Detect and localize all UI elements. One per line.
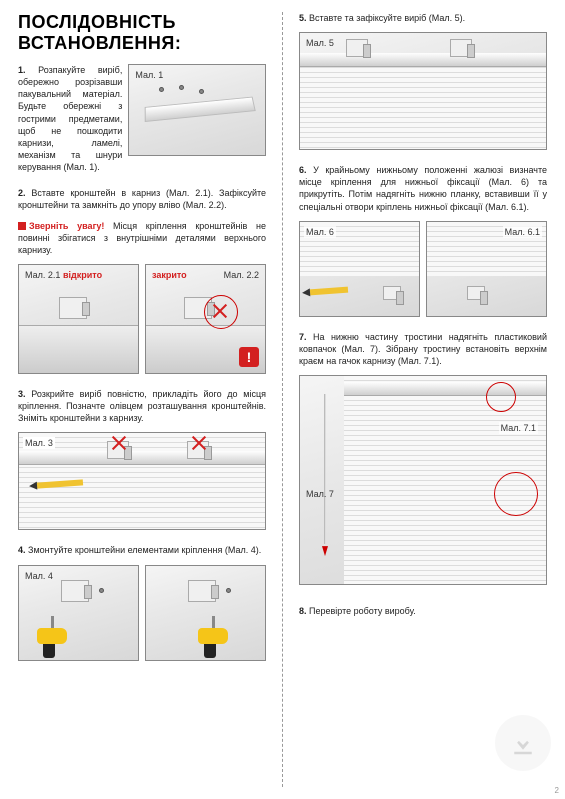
- step-2-body: Вставте кронштейн в карниз (Мал. 2.1). З…: [18, 188, 266, 210]
- step-3-body: Розкрийте виріб повністю, прикладіть йог…: [18, 389, 266, 423]
- figure-5: Мал. 5: [299, 32, 547, 150]
- warning-text: Зверніть увагу! Місця кріплення кронштей…: [18, 220, 266, 256]
- figure-6-1-label: Мал. 6.1: [503, 226, 542, 238]
- figure-6-1: Мал. 6.1: [426, 221, 547, 317]
- x-mark-icon: [212, 303, 228, 319]
- highlight-circle-icon: [494, 472, 538, 516]
- drill-icon: [194, 628, 238, 658]
- screw-icon: [199, 89, 204, 94]
- warning-square-icon: [18, 222, 26, 230]
- figure-3-label: Мал. 3: [23, 437, 55, 449]
- figure-2-1: Мал. 2.1 відкрито: [18, 264, 139, 374]
- closed-label: закрито: [150, 269, 189, 281]
- step-5-text: 5. Вставте та зафіксуйте виріб (Мал. 5).: [299, 12, 547, 24]
- step-7-body: На нижню частину тростини надягніть плас…: [299, 332, 547, 366]
- figure-7-label: Мал. 7: [304, 488, 336, 500]
- figure-2-2: Мал. 2.2 закрито: [145, 264, 266, 374]
- step-5-num: 5.: [299, 13, 307, 23]
- blinds-bg: [300, 63, 546, 149]
- rod-tip-icon: [322, 546, 328, 556]
- rod-icon: [324, 394, 326, 544]
- highlight-circle-icon: [486, 382, 516, 412]
- page-title: ПОСЛІДОВНІСТЬ ВСТАНОВЛЕННЯ:: [18, 12, 266, 54]
- x-mark-icon: [111, 435, 127, 451]
- figure-7-1-label: Мал. 7.1: [499, 422, 538, 434]
- step-6-text: 6. У крайньому нижньому положенні жалюзі…: [299, 164, 547, 213]
- screw-icon: [179, 85, 184, 90]
- step-6-num: 6.: [299, 165, 307, 175]
- step-1-text: 1. Розпакуйте виріб, обережно розрізавши…: [18, 64, 122, 173]
- figure-4-row: Мал. 4: [18, 565, 266, 661]
- step-8-num: 8.: [299, 606, 307, 616]
- figure-4-label: Мал. 4: [23, 570, 55, 582]
- rail-illustration: [19, 451, 265, 465]
- figure-1: Мал. 1: [128, 64, 266, 156]
- step-4-body: Змонтуйте кронштейни елементами кріпленн…: [28, 545, 261, 555]
- pencil-icon: [310, 286, 348, 295]
- step-2-text: 2. Вставте кронштейн в карниз (Мал. 2.1)…: [18, 187, 266, 211]
- drill-icon: [33, 628, 77, 658]
- step-4-num: 4.: [18, 545, 26, 555]
- step-8-body: Перевірте роботу виробу.: [309, 606, 416, 616]
- step-1-body: Розпакуйте виріб, обережно розрізавши па…: [18, 65, 122, 172]
- figure-4b: [145, 565, 266, 661]
- figure-2-1-label: Мал. 2.1: [23, 269, 62, 281]
- warning-label: Зверніть увагу!: [29, 221, 104, 231]
- rail-illustration: [300, 53, 546, 67]
- step-3-num: 3.: [18, 389, 26, 399]
- screw-icon: [99, 588, 104, 593]
- step-7-num: 7.: [299, 332, 307, 342]
- figure-2-row: Мал. 2.1 відкрито Мал. 2.2 закрито: [18, 264, 266, 374]
- column-divider: [282, 12, 283, 787]
- bracket-icon: [383, 286, 401, 300]
- step-7-text: 7. На нижню частину тростини надягніть п…: [299, 331, 547, 367]
- rail-block: [19, 325, 138, 373]
- download-watermark-icon: [495, 715, 551, 771]
- rail-illustration: [145, 97, 256, 122]
- bracket-icon: [450, 39, 472, 57]
- figure-2-2-label: Мал. 2.2: [222, 269, 261, 281]
- step-4-text: 4. Змонтуйте кронштейни елементами кріпл…: [18, 544, 266, 556]
- bracket-icon: [467, 286, 485, 300]
- step-5-body: Вставте та зафіксуйте виріб (Мал. 5).: [309, 13, 465, 23]
- bracket-icon: [346, 39, 368, 57]
- open-label: відкрито: [61, 269, 104, 281]
- warning-badge-icon: [239, 347, 259, 367]
- figure-6: Мал. 6: [299, 221, 420, 317]
- x-mark-icon: [191, 435, 207, 451]
- right-column: 5. Вставте та зафіксуйте виріб (Мал. 5).…: [299, 12, 547, 787]
- screw-icon: [159, 87, 164, 92]
- figure-7: Мал. 7 Мал. 7.1: [299, 375, 547, 585]
- step-1-block: 1. Розпакуйте виріб, обережно розрізавши…: [18, 64, 266, 173]
- page-number: 2: [555, 786, 559, 795]
- figure-1-label: Мал. 1: [133, 69, 165, 81]
- screw-icon: [226, 588, 231, 593]
- step-1-num: 1.: [18, 65, 26, 75]
- figure-6-row: Мал. 6 Мал. 6.1: [299, 221, 547, 317]
- figure-4a: Мал. 4: [18, 565, 139, 661]
- figure-3: Мал. 3: [18, 432, 266, 530]
- step-3-text: 3. Розкрийте виріб повністю, прикладіть …: [18, 388, 266, 424]
- left-column: ПОСЛІДОВНІСТЬ ВСТАНОВЛЕННЯ: 1. Розпакуйт…: [18, 12, 266, 787]
- figure-5-label: Мал. 5: [304, 37, 336, 49]
- step-8-text: 8. Перевірте роботу виробу.: [299, 605, 547, 617]
- figure-6-label: Мал. 6: [304, 226, 336, 238]
- bracket-icon: [61, 580, 89, 602]
- bracket-icon: [188, 580, 216, 602]
- bracket-icon: [59, 297, 87, 319]
- step-6-body: У крайньому нижньому положенні жалюзі ви…: [299, 165, 547, 211]
- step-2-num: 2.: [18, 188, 26, 198]
